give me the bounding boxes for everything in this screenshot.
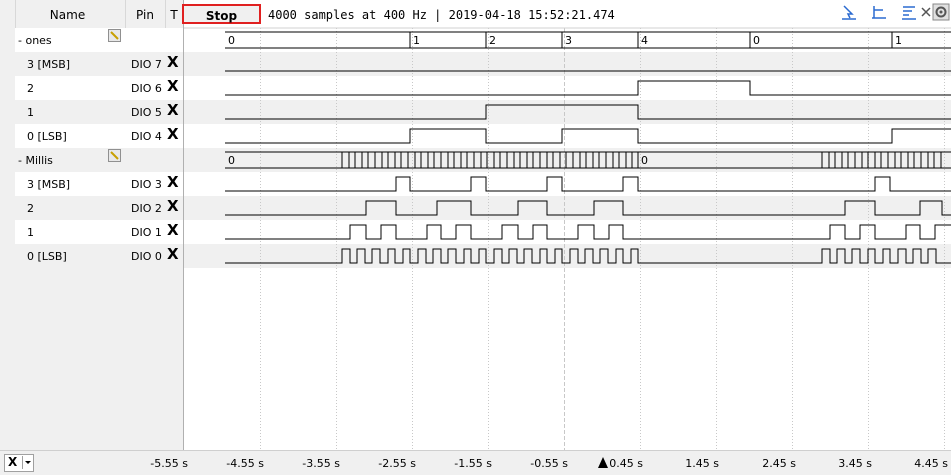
- signal-trace: [225, 176, 951, 192]
- signal-row[interactable]: [15, 172, 183, 196]
- signal-name: 0 [LSB]: [27, 130, 67, 143]
- signal-trace: [225, 80, 951, 96]
- trigger-none-icon[interactable]: X: [167, 245, 179, 263]
- axis-tick: 4.45 s: [914, 457, 948, 470]
- group-name-millis[interactable]: - Millis: [18, 154, 53, 167]
- capture-info: 4000 samples at 400 Hz | 2019-04-18 15:5…: [268, 8, 615, 22]
- signal-row[interactable]: [15, 196, 183, 220]
- column-header-name[interactable]: Name: [49, 8, 86, 22]
- trigger-none-icon[interactable]: X: [167, 53, 179, 71]
- trigger-none-icon[interactable]: X: [167, 125, 179, 143]
- close-icon[interactable]: [920, 3, 932, 21]
- signal-row[interactable]: [15, 244, 183, 268]
- axis-tick: -5.55 s: [150, 457, 188, 470]
- bus-value: 1: [413, 34, 420, 47]
- trigger-none-icon[interactable]: X: [167, 101, 179, 119]
- signal-trace: [225, 224, 951, 240]
- group-row[interactable]: [15, 148, 183, 172]
- signal-pin: DIO 0: [131, 250, 162, 263]
- waveform-row: [184, 124, 951, 148]
- signal-pin: DIO 4: [131, 130, 162, 143]
- signal-name: 2: [27, 82, 34, 95]
- time-axis-bar: X -5.55 s -4.55 s -3.55 s -2.55 s -1.55 …: [0, 450, 951, 475]
- chevron-down-icon: [22, 456, 33, 469]
- group-edit-icon[interactable]: [108, 29, 121, 42]
- axis-tick: 1.45 s: [685, 457, 719, 470]
- trigger-none-icon[interactable]: X: [167, 221, 179, 239]
- signal-row[interactable]: [15, 52, 183, 76]
- column-header-pin[interactable]: Pin: [136, 8, 154, 22]
- signal-pin: DIO 7: [131, 58, 162, 71]
- axis-mode-dropdown[interactable]: X: [4, 454, 34, 472]
- settings-icon[interactable]: [932, 3, 950, 21]
- signal-name: 3 [MSB]: [27, 178, 71, 191]
- group-row[interactable]: [15, 28, 183, 52]
- axis-mode-value: X: [8, 455, 18, 469]
- waveform-row: [184, 172, 951, 196]
- signal-row[interactable]: [15, 220, 183, 244]
- signal-pin: DIO 6: [131, 82, 162, 95]
- waveform-row: [184, 196, 951, 220]
- signal-name: 2: [27, 202, 34, 215]
- trigger-none-icon[interactable]: X: [167, 197, 179, 215]
- signal-pin: DIO 1: [131, 226, 162, 239]
- bus-value: 4: [641, 34, 648, 47]
- group-edit-icon[interactable]: [108, 149, 121, 162]
- column-divider: [165, 0, 166, 28]
- trigger-none-icon[interactable]: X: [167, 173, 179, 191]
- axis-tick: 2.45 s: [762, 457, 796, 470]
- signal-row[interactable]: [15, 124, 183, 148]
- panel-divider: [183, 0, 184, 450]
- axis-tick: -2.55 s: [378, 457, 416, 470]
- column-divider: [125, 0, 126, 28]
- group-name-ones[interactable]: - ones: [18, 34, 52, 47]
- signal-trace: [225, 200, 951, 216]
- trigger-none-icon[interactable]: X: [167, 77, 179, 95]
- signal-name: 0 [LSB]: [27, 250, 67, 263]
- bus-value: 0: [228, 34, 235, 47]
- waveform-row: [184, 76, 951, 100]
- signal-pin: DIO 5: [131, 106, 162, 119]
- axis-tick: -4.55 s: [226, 457, 264, 470]
- bus-value: 0: [641, 154, 648, 167]
- waveform-row: [184, 244, 951, 268]
- cursor-icon[interactable]: [840, 3, 858, 21]
- signal-trace: [225, 128, 951, 144]
- axis-tick: -3.55 s: [302, 457, 340, 470]
- signal-name: 3 [MSB]: [27, 58, 71, 71]
- trigger-marker-icon[interactable]: [597, 456, 609, 469]
- signal-name: 1: [27, 106, 34, 119]
- signal-pin: DIO 2: [131, 202, 162, 215]
- waveform-row: [184, 52, 951, 76]
- signal-name: 1: [27, 226, 34, 239]
- waveform-canvas[interactable]: 0 1 2 3 4 0 1 0 0: [184, 0, 951, 450]
- axis-tick: -0.55 s: [530, 457, 568, 470]
- stop-button[interactable]: Stop: [182, 4, 261, 24]
- stack-icon[interactable]: [900, 3, 918, 21]
- signal-trace: [225, 248, 951, 264]
- waveform-row: [184, 220, 951, 244]
- bus-value: 0: [753, 34, 760, 47]
- column-header-trigger[interactable]: T: [170, 8, 178, 22]
- signal-pin: DIO 3: [131, 178, 162, 191]
- axis-tick: -1.55 s: [454, 457, 492, 470]
- signal-row[interactable]: [15, 100, 183, 124]
- align-icon[interactable]: [870, 3, 888, 21]
- axis-tick: 0.45 s: [609, 457, 643, 470]
- axis-tick: 3.45 s: [838, 457, 872, 470]
- signal-row[interactable]: [15, 76, 183, 100]
- bus-value: 2: [489, 34, 496, 47]
- waveform-row: [184, 100, 951, 124]
- signal-trace: [225, 104, 951, 120]
- bus-value: 0: [228, 154, 235, 167]
- bus-value: 3: [565, 34, 572, 47]
- bus-value: 1: [895, 34, 902, 47]
- empty-area: [15, 268, 183, 450]
